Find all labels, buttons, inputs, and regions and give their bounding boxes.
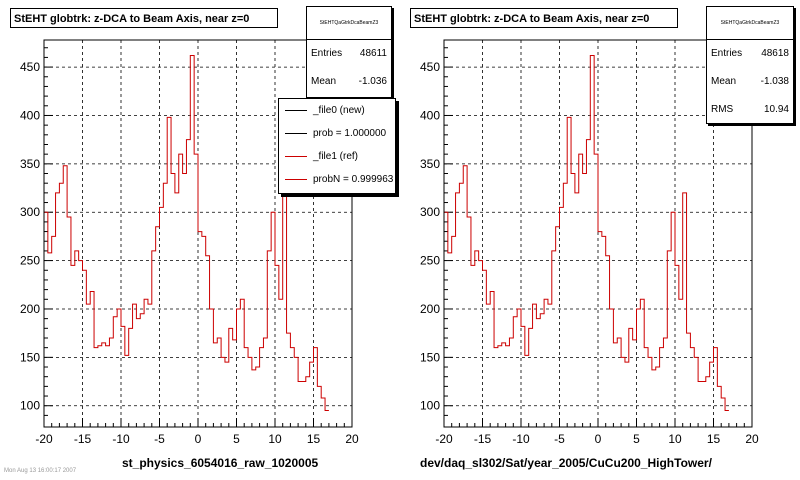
x-tick-label: 10 bbox=[268, 432, 282, 446]
x-tick-label: 15 bbox=[307, 432, 321, 446]
plot-frame bbox=[43, 39, 353, 428]
left-stats-header: StEHTQaGtrkDcaBeamZ3 bbox=[307, 7, 391, 40]
x-tick-label: -5 bbox=[554, 432, 565, 446]
legend-line-red bbox=[285, 156, 307, 157]
legend-entry: _file1 (ref) bbox=[279, 145, 395, 168]
x-tick-label: -15 bbox=[74, 432, 92, 446]
right-stats-box: StEHTQaGtrkDcaBeamZ3 Entries 48618 Mean … bbox=[706, 6, 794, 124]
stats-value: 48618 bbox=[761, 48, 789, 59]
y-tick-label: 300 bbox=[20, 205, 40, 219]
x-tick-label: -20 bbox=[435, 432, 453, 446]
stats-label: Mean bbox=[311, 76, 337, 87]
x-tick-label: 15 bbox=[707, 432, 721, 446]
x-tick-label: -10 bbox=[512, 432, 530, 446]
left-chart-title: StEHT globtrk: z-DCA to Beam Axis, near … bbox=[10, 8, 278, 28]
stats-value: 48611 bbox=[359, 48, 387, 59]
stats-label: Mean bbox=[711, 76, 737, 87]
stats-label: Entries bbox=[311, 48, 343, 59]
y-tick-label: 100 bbox=[420, 399, 440, 413]
stats-value: 10.94 bbox=[763, 104, 789, 115]
right-histogram-plot: -20 -15 -10 -5 0 5 10 15 20 100 150 200 250 300 350 400… bbox=[420, 39, 759, 446]
plot-frame bbox=[443, 39, 753, 428]
y-tick-label: 400 bbox=[20, 108, 40, 122]
y-tick-label: 350 bbox=[20, 157, 40, 171]
legend-label: probN = 0.999963 bbox=[313, 174, 394, 185]
x-tick-label: 5 bbox=[633, 432, 640, 446]
y-tick-label: 250 bbox=[420, 254, 440, 268]
x-tick-label: -5 bbox=[154, 432, 165, 446]
x-tick-label: 5 bbox=[233, 432, 240, 446]
y-tick-label: 450 bbox=[420, 60, 440, 74]
stats-label: RMS bbox=[711, 104, 734, 115]
x-tick-label: -10 bbox=[112, 432, 130, 446]
stats-label: Entries bbox=[711, 48, 743, 59]
left-x-axis-title: st_physics_6054016_raw_1020005 bbox=[122, 456, 319, 470]
x-tick-label: 0 bbox=[595, 432, 602, 446]
x-tick-label: 20 bbox=[345, 432, 359, 446]
right-stats-row-mean: Mean -1.038 bbox=[707, 68, 793, 96]
legend-line-black bbox=[285, 110, 307, 111]
legend-label: prob = 1.000000 bbox=[313, 128, 387, 139]
left-stats-row-mean: Mean -1.036 bbox=[307, 68, 391, 96]
left-stats-box: StEHTQaGtrkDcaBeamZ3 Entries 48611 Mean … bbox=[306, 6, 392, 98]
right-panel: -20 -15 -10 -5 0 5 10 15 20 100 150 200 250 300 350 400… bbox=[400, 0, 800, 480]
right-stats-row-entries: Entries 48618 bbox=[707, 40, 793, 68]
footer-timestamp: Mon Aug 13 16:00:17 2007 bbox=[4, 468, 77, 474]
stats-value: -1.038 bbox=[760, 76, 789, 87]
legend-label: _file0 (new) bbox=[313, 105, 365, 116]
right-stats-header: StEHTQaGtrkDcaBeamZ3 bbox=[707, 7, 793, 40]
y-tick-label: 150 bbox=[20, 350, 40, 364]
legend-entry: probN = 0.999963 bbox=[279, 168, 395, 191]
right-x-axis-title: dev/daq_sl302/Sat/year_2005/CuCu200_High… bbox=[420, 456, 712, 470]
left-stats-row-entries: Entries 48611 bbox=[307, 40, 391, 68]
x-tick-label: 0 bbox=[195, 432, 202, 446]
right-chart-title: StEHT globtrk: z-DCA to Beam Axis, near … bbox=[410, 8, 678, 28]
x-tick-label: 20 bbox=[745, 432, 759, 446]
y-tick-label: 150 bbox=[420, 350, 440, 364]
y-tick-label: 350 bbox=[420, 157, 440, 171]
y-tick-label: 450 bbox=[20, 60, 40, 74]
y-tick-label: 200 bbox=[420, 302, 440, 316]
y-tick-label: 200 bbox=[20, 302, 40, 316]
left-panel: -20 -15 -10 -5 0 5 10 15 20 100 150 200 250 300 350 400… bbox=[10, 6, 396, 470]
right-stats-row-rms: RMS 10.94 bbox=[707, 96, 793, 124]
y-tick-label: 400 bbox=[420, 108, 440, 122]
legend-line-black bbox=[285, 133, 307, 134]
legend-entry: _file0 (new) bbox=[279, 99, 395, 122]
y-tick-label: 100 bbox=[20, 399, 40, 413]
x-tick-label: -15 bbox=[474, 432, 492, 446]
histogram-series-line bbox=[444, 54, 729, 412]
y-tick-label: 250 bbox=[20, 254, 40, 268]
y-tick-label: 300 bbox=[420, 205, 440, 219]
stats-value: -1.036 bbox=[358, 76, 387, 87]
x-tick-label: 10 bbox=[668, 432, 682, 446]
legend-box: _file0 (new) prob = 1.000000 _file1 (ref… bbox=[278, 98, 396, 194]
legend-label: _file1 (ref) bbox=[313, 151, 359, 162]
histogram-series-line bbox=[44, 54, 329, 412]
x-tick-label: -20 bbox=[35, 432, 53, 446]
legend-line-red bbox=[285, 179, 307, 180]
legend-entry: prob = 1.000000 bbox=[279, 122, 395, 145]
